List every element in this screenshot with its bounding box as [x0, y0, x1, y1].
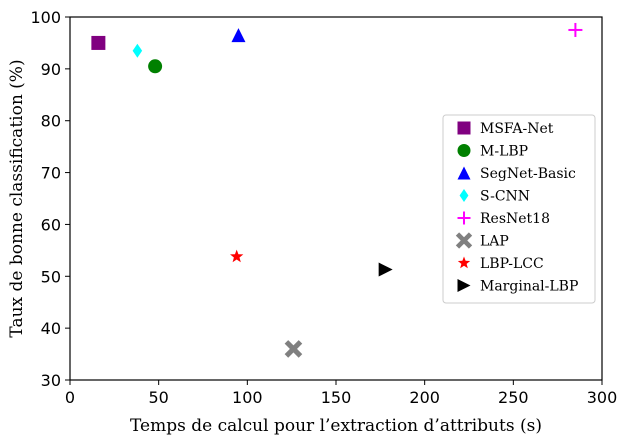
x-tick-label: 150 — [321, 388, 352, 407]
legend-label-s-cnn: S-CNN — [480, 189, 530, 205]
plot-frame — [69, 16, 603, 381]
legend-label-marginal-lbp: Marginal-LBP — [480, 279, 578, 295]
x-tick-label: 100 — [232, 388, 263, 407]
point-msfa-net — [91, 35, 106, 50]
legend-label-lap: LAP — [480, 234, 509, 250]
legend-marker-lap — [455, 232, 473, 249]
y-axis-title: Taux de bonne classification (%) — [7, 59, 27, 337]
legend-label-resnet18: ResNet18 — [480, 211, 550, 227]
point-segnet-basic — [231, 28, 246, 43]
y-tick-label: 80 — [41, 112, 61, 131]
legend-marker-m-lbp — [457, 144, 471, 157]
data-points — [91, 22, 583, 358]
y-tick-label: 90 — [41, 60, 61, 79]
y-tick-label: 60 — [41, 215, 61, 234]
legend-label-lbp-lcc: LBP-LCC — [480, 256, 544, 272]
x-tick-label: 50 — [148, 388, 168, 407]
point-marginal-lbp — [378, 262, 393, 277]
x-tick-label: 300 — [587, 388, 618, 407]
legend-frame — [442, 114, 596, 304]
y-tick-label: 100 — [30, 8, 61, 27]
legend-label-msfa-net: MSFA-Net — [480, 121, 554, 137]
y-tick-label: 40 — [41, 319, 61, 338]
y-tick-label: 50 — [41, 267, 61, 286]
y-tick-label: 70 — [41, 164, 61, 183]
y-tick-label: 30 — [41, 371, 61, 390]
x-tick-label: 0 — [65, 388, 75, 407]
point-lbp-lcc — [230, 249, 244, 263]
point-lap — [284, 340, 303, 358]
point-m-lbp — [148, 59, 163, 74]
legend: MSFA-Net M-LBP SegNet-Basic S-CNN ResNet18 LA… — [442, 114, 596, 304]
legend-label-m-lbp: M-LBP — [480, 144, 528, 160]
x-tick-label: 250 — [498, 388, 529, 407]
axis-ticks: 0 50 100 150 200 250 300 30 40 50 60 70 80 90 100 — [30, 8, 617, 407]
point-resnet18 — [568, 22, 583, 37]
legend-marker-s-cnn — [459, 189, 469, 202]
legend-marker-resnet18 — [457, 211, 471, 225]
x-tick-label: 200 — [409, 388, 440, 407]
x-axis-title: Temps de calcul pour l’extraction d’attr… — [130, 416, 542, 436]
legend-marker-marginal-lbp — [457, 279, 471, 292]
point-s-cnn — [132, 43, 143, 58]
legend-marker-msfa-net — [457, 121, 471, 135]
legend-marker-lbp-lcc — [457, 256, 471, 269]
legend-label-segnet-basic: SegNet-Basic — [480, 166, 576, 182]
legend-marker-segnet-basic — [457, 166, 471, 180]
